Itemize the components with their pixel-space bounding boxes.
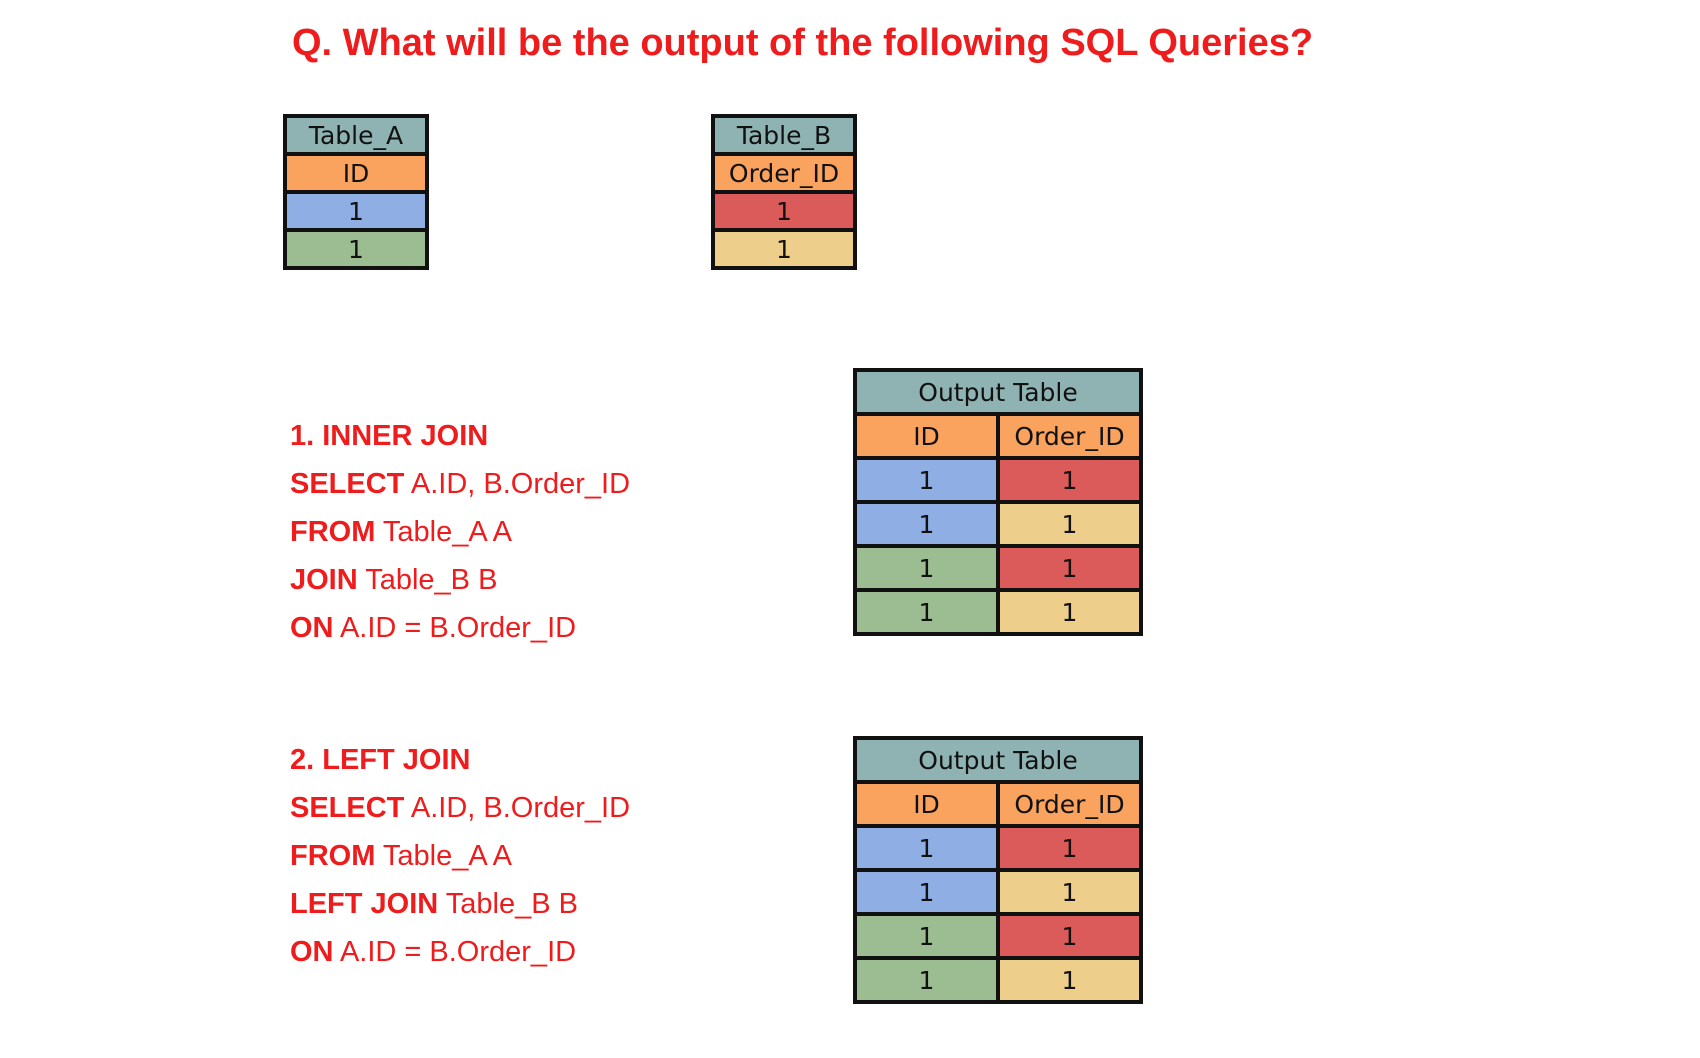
- table-a-title: Table_A: [283, 114, 429, 156]
- query2-on-keyword: ON: [290, 936, 334, 968]
- query2-join-text: Table_B B: [438, 888, 578, 920]
- table-row: 1 1: [853, 912, 1143, 960]
- output-table-1-order-id-cell: 1: [996, 544, 1143, 592]
- query2-from-line: FROM Table_A A: [290, 832, 630, 880]
- output-table-2-id-cell: 1: [853, 956, 1000, 1004]
- table-a-row-1: 1: [283, 190, 429, 232]
- output-table-1-order-id-cell: 1: [996, 500, 1143, 548]
- query1-select-keyword: SELECT: [290, 468, 405, 500]
- output-table-2-id-cell: 1: [853, 824, 1000, 872]
- output-table-1-order-id-cell: 1: [996, 588, 1143, 636]
- output-table-1: Output Table ID Order_ID 1 1 1 1 1 1 1 1: [853, 368, 1143, 636]
- table-b-title: Table_B: [711, 114, 857, 156]
- table-b-column-header: Order_ID: [711, 152, 857, 194]
- left-join-query: 2. LEFT JOIN SELECT A.ID, B.Order_ID FRO…: [290, 736, 630, 976]
- query2-from-keyword: FROM: [290, 840, 376, 872]
- query1-select-line: SELECT A.ID, B.Order_ID: [290, 460, 630, 508]
- query2-select-text: A.ID, B.Order_ID: [404, 792, 631, 824]
- query1-from-line: FROM Table_A A: [290, 508, 630, 556]
- output-table-2-order-id-cell: 1: [996, 956, 1143, 1004]
- query2-join-line: LEFT JOIN Table_B B: [290, 880, 630, 928]
- table-a-column-header: ID: [283, 152, 429, 194]
- table-row: 1 1: [853, 544, 1143, 592]
- query2-on-text: A.ID = B.Order_ID: [333, 936, 577, 968]
- query1-join-line: JOIN Table_B B: [290, 556, 630, 604]
- query2-join-keyword: LEFT JOIN: [290, 888, 439, 920]
- query1-select-text: A.ID, B.Order_ID: [404, 468, 631, 500]
- table-row: 1 1: [853, 956, 1143, 1004]
- output-table-2-order-id-cell: 1: [996, 868, 1143, 916]
- output-table-1-id-cell: 1: [853, 544, 1000, 592]
- output-table-1-id-cell: 1: [853, 588, 1000, 636]
- output-table-2-order-id-cell: 1: [996, 824, 1143, 872]
- output-table-1-title: Output Table: [853, 368, 1143, 416]
- output-table-2-title: Output Table: [853, 736, 1143, 784]
- query1-join-text: Table_B B: [357, 564, 498, 596]
- table-b-row-2: 1: [711, 228, 857, 270]
- query1-join-keyword: JOIN: [290, 564, 358, 596]
- table-row: 1 1: [853, 500, 1143, 548]
- table-b: Table_B Order_ID 1 1: [711, 114, 857, 270]
- table-row: 1 1: [853, 868, 1143, 916]
- table-a: Table_A ID 1 1: [283, 114, 429, 270]
- output-table-1-id-cell: 1: [853, 500, 1000, 548]
- query2-select-line: SELECT A.ID, B.Order_ID: [290, 784, 630, 832]
- inner-join-query: 1. INNER JOIN SELECT A.ID, B.Order_ID FR…: [290, 412, 630, 652]
- table-row: 1 1: [853, 824, 1143, 872]
- output-table-2-order-id-header: Order_ID: [996, 780, 1143, 828]
- output-table-1-order-id-cell: 1: [996, 456, 1143, 504]
- query1-from-keyword: FROM: [290, 516, 376, 548]
- table-a-row-2: 1: [283, 228, 429, 270]
- query2-from-text: Table_A A: [375, 840, 512, 872]
- question-title: Q. What will be the output of the follow…: [292, 22, 1314, 64]
- output-table-1-id-cell: 1: [853, 456, 1000, 504]
- left-join-heading: 2. LEFT JOIN: [290, 744, 471, 776]
- output-table-2-id-cell: 1: [853, 868, 1000, 916]
- output-table-2-order-id-cell: 1: [996, 912, 1143, 960]
- output-table-2-id-header: ID: [853, 780, 1000, 828]
- output-table-1-id-header: ID: [853, 412, 1000, 460]
- output-table-2-id-cell: 1: [853, 912, 1000, 960]
- output-table-1-order-id-header: Order_ID: [996, 412, 1143, 460]
- query2-select-keyword: SELECT: [290, 792, 405, 824]
- query1-on-keyword: ON: [290, 612, 334, 644]
- query1-from-text: Table_A A: [375, 516, 512, 548]
- query2-on-line: ON A.ID = B.Order_ID: [290, 928, 630, 976]
- table-row: 1 1: [853, 456, 1143, 504]
- table-row: 1 1: [853, 588, 1143, 636]
- output-table-2: Output Table ID Order_ID 1 1 1 1 1 1 1 1: [853, 736, 1143, 1004]
- table-b-row-1: 1: [711, 190, 857, 232]
- query1-on-text: A.ID = B.Order_ID: [333, 612, 577, 644]
- inner-join-heading: 1. INNER JOIN: [290, 420, 489, 452]
- query1-on-line: ON A.ID = B.Order_ID: [290, 604, 630, 652]
